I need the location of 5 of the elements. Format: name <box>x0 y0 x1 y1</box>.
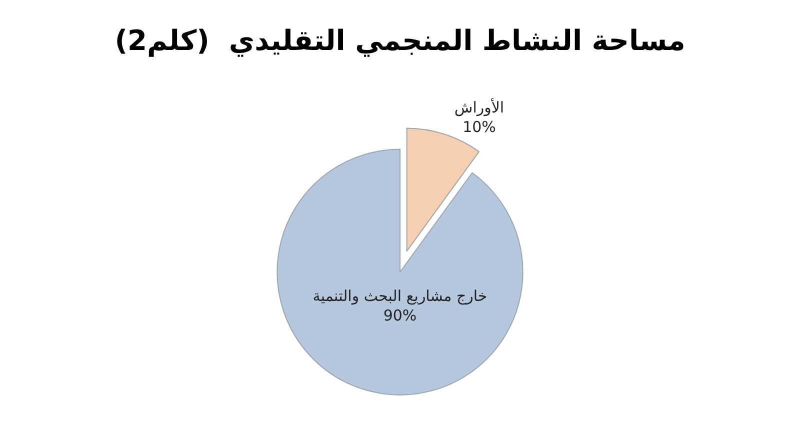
data-label: 10% <box>462 118 496 136</box>
chart-title: مساحة النشاط المنجمي التقليدي (كلم2) <box>114 24 686 58</box>
slice-label: خارج مشاريع البحث والتنمية <box>312 286 488 305</box>
slice-label: الأوراش <box>454 98 504 117</box>
data-label: 90% <box>383 306 417 324</box>
